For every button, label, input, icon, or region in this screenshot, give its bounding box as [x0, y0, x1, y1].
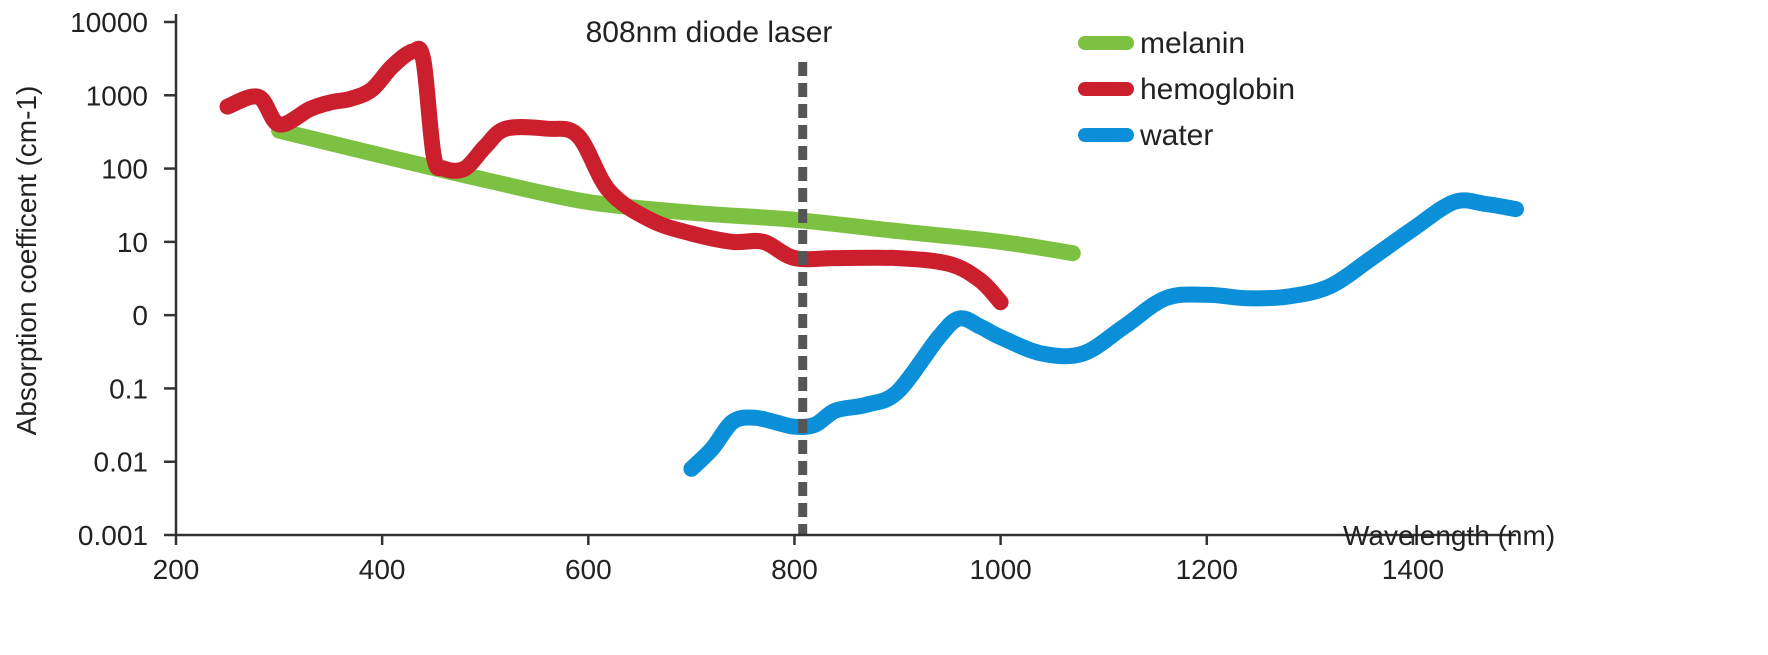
y-tick-label: 10000: [70, 7, 148, 38]
y-tick-label: 0: [132, 300, 148, 331]
legend-label-hemoglobin: hemoglobin: [1140, 73, 1295, 106]
x-tick-label: 1000: [969, 554, 1031, 585]
series-line-melanin: [271, 122, 1081, 262]
axes-layer: 200 400 600 800 1000 1200 1400 0.001 0.01 0.1 0 10…: [11, 7, 1555, 585]
legend-label-melanin: melanin: [1140, 27, 1245, 60]
y-tick-label: 0.001: [78, 520, 148, 551]
annotation-layer: 808nm diode laser: [586, 16, 833, 535]
series-layer: [219, 40, 1524, 477]
series-line-hemoglobin: [219, 40, 1009, 311]
series-line-water: [683, 192, 1524, 477]
x-tick-label: 600: [565, 554, 612, 585]
y-tick-label: 0.1: [109, 373, 148, 404]
legend: melanin hemoglobin water: [1078, 27, 1295, 152]
y-axis-ticks: 0.001 0.01 0.1 0 10 100 1000 10000: [70, 7, 176, 551]
x-tick-label: 200: [153, 554, 200, 585]
x-tick-label: 1400: [1382, 554, 1444, 585]
y-axis-title: Absorption coefficent (cm-1): [11, 86, 42, 436]
x-axis-ticks: 200 400 600 800 1000 1200 1400: [153, 535, 1444, 585]
x-tick-label: 400: [359, 554, 406, 585]
y-tick-label: 1000: [86, 80, 148, 111]
x-axis-title: Wavelength (nm): [1343, 520, 1555, 551]
x-tick-label: 1200: [1176, 554, 1238, 585]
laser-annotation-label: 808nm diode laser: [586, 16, 833, 49]
y-tick-label: 100: [101, 154, 148, 185]
legend-label-water: water: [1139, 119, 1213, 152]
y-tick-label: 0.01: [94, 447, 149, 478]
x-tick-label: 800: [771, 554, 818, 585]
y-tick-label: 10: [117, 227, 148, 258]
